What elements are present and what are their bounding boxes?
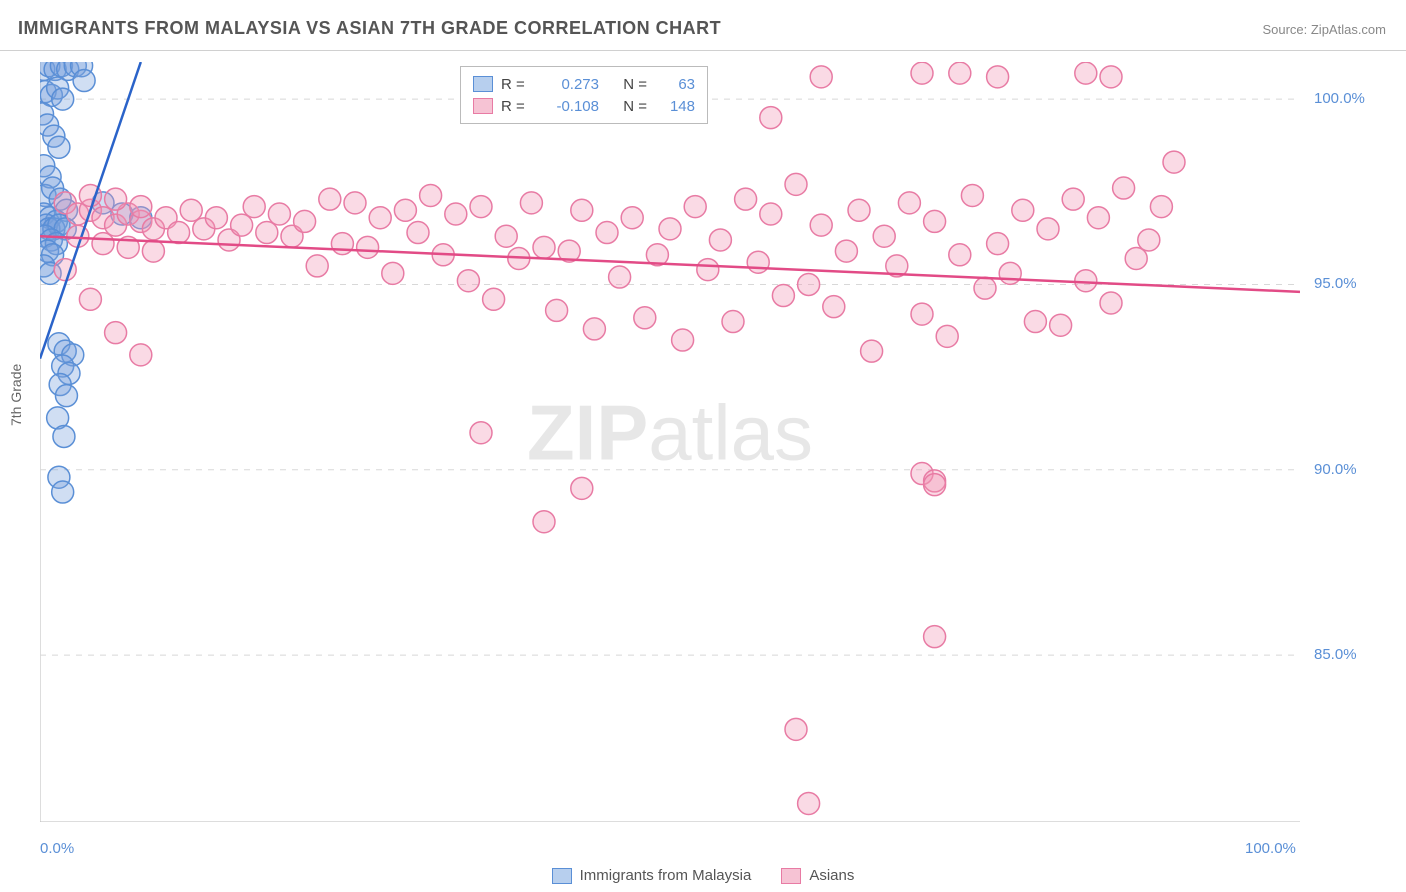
legend-r-value: -0.108 xyxy=(539,98,599,115)
legend-swatch xyxy=(473,76,493,92)
legend-swatch xyxy=(781,868,801,884)
source-name: ZipAtlas.com xyxy=(1311,22,1386,37)
x-tick-label: 0.0% xyxy=(40,840,74,857)
y-tick-label: 85.0% xyxy=(1314,646,1357,663)
source-prefix: Source: xyxy=(1262,22,1310,37)
series-legend-label: Asians xyxy=(809,867,854,884)
y-tick-label: 100.0% xyxy=(1314,90,1365,107)
plot-area: ZIPatlas R =0.273N =63R =-0.108N =148 xyxy=(40,62,1300,822)
x-tick-label: 100.0% xyxy=(1245,840,1296,857)
legend-n-value: 63 xyxy=(655,76,695,93)
legend-row: R = 0.273 N = 63 xyxy=(473,73,695,95)
y-axis-label: 7th Grade xyxy=(8,364,24,426)
series-legend-item: Immigrants from Malaysia xyxy=(552,867,752,884)
legend-n-value: 148 xyxy=(655,98,695,115)
header: IMMIGRANTS FROM MALAYSIA VS ASIAN 7TH GR… xyxy=(0,0,1406,51)
series-legend: Immigrants from Malaysia Asians xyxy=(0,867,1406,884)
legend-swatch xyxy=(473,98,493,114)
legend-r-label: R = xyxy=(501,76,531,93)
y-tick-label: 90.0% xyxy=(1314,461,1357,478)
series-legend-item: Asians xyxy=(781,867,854,884)
legend-r-label: R = xyxy=(501,98,531,115)
legend-n-label: N = xyxy=(607,98,647,115)
scatter-plot xyxy=(40,62,1300,822)
source-attribution: Source: ZipAtlas.com xyxy=(1262,22,1386,37)
legend-swatch xyxy=(552,868,572,884)
legend-r-value: 0.273 xyxy=(539,76,599,93)
series-legend-label: Immigrants from Malaysia xyxy=(580,867,752,884)
y-tick-label: 95.0% xyxy=(1314,275,1357,292)
legend-row: R = -0.108 N = 148 xyxy=(473,95,695,117)
chart-title: IMMIGRANTS FROM MALAYSIA VS ASIAN 7TH GR… xyxy=(18,18,721,39)
legend-n-label: N = xyxy=(607,76,647,93)
correlation-legend: R = 0.273 N = 63 R = -0.108 N = 148 xyxy=(460,66,708,124)
